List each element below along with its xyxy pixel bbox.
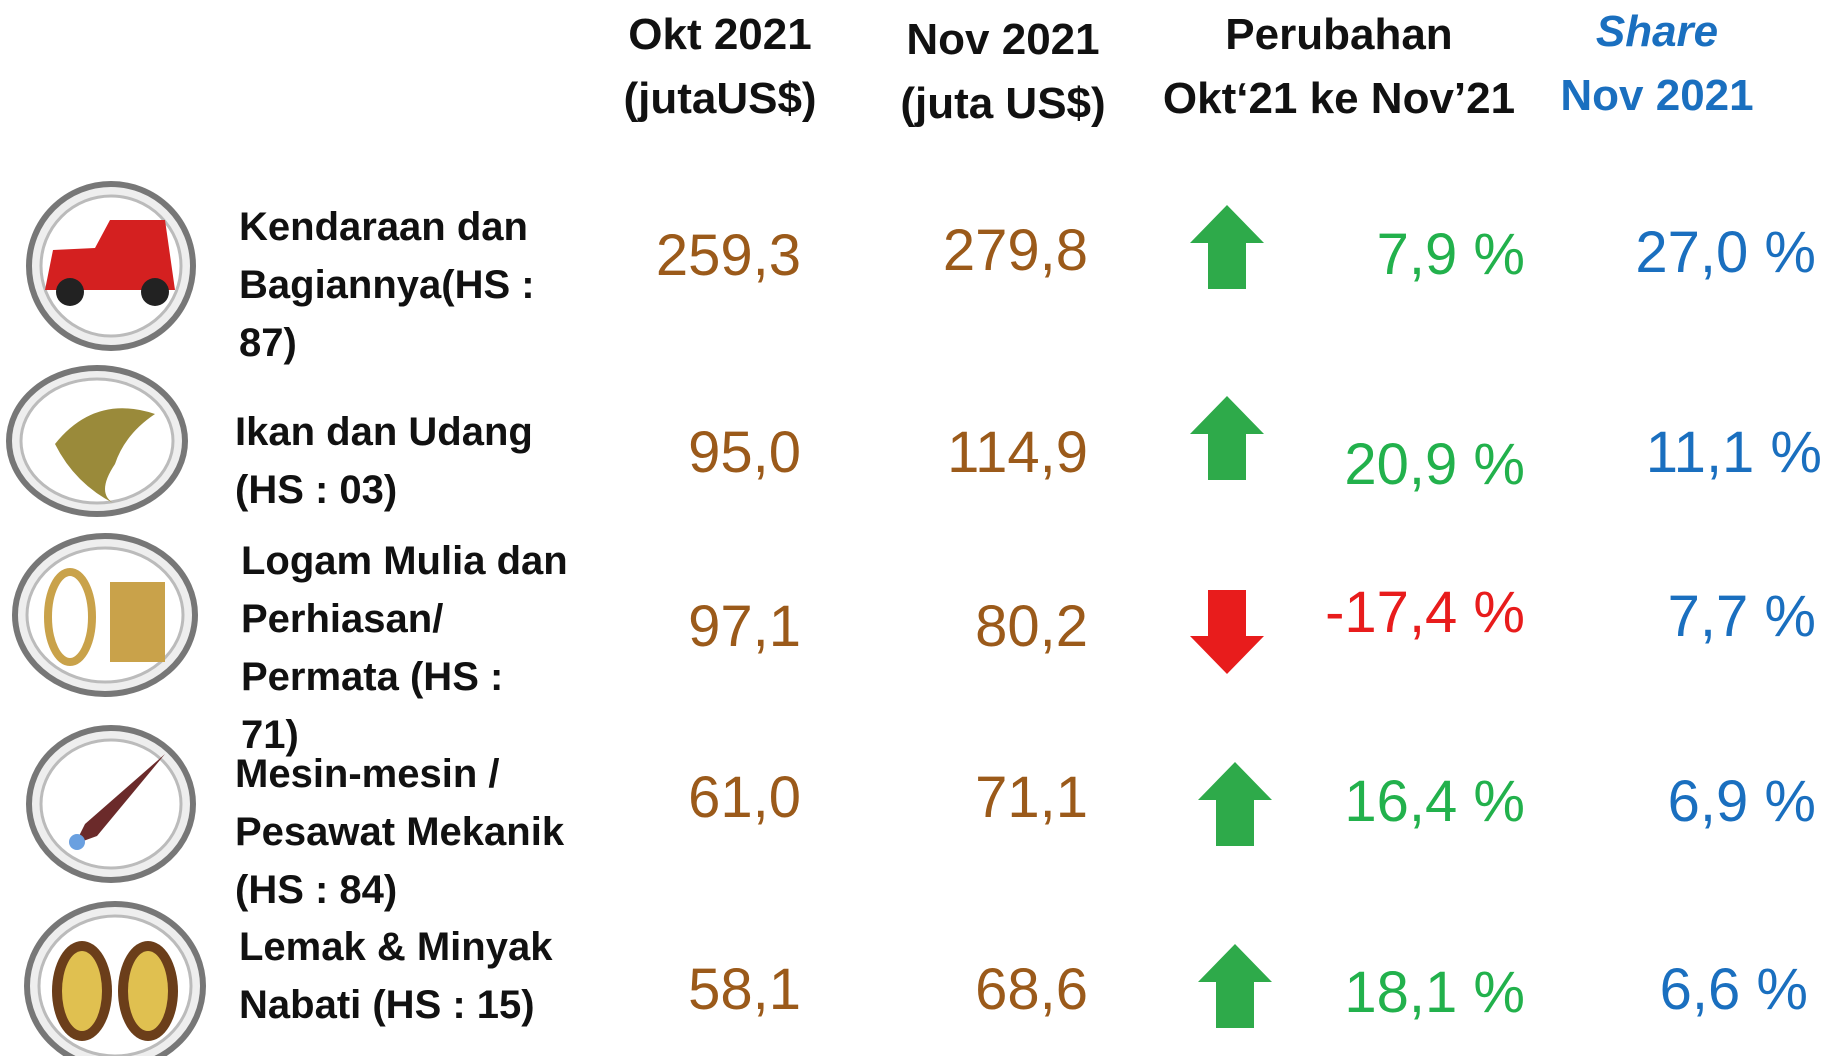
row-label: Mesin-mesin / Pesawat Mekanik (HS : 84) — [235, 752, 565, 912]
header-cell: Nov 2021 (juta US$) — [853, 8, 1153, 136]
car-icon — [26, 181, 196, 351]
share-value: 6,6 % — [1659, 957, 1808, 1022]
nov-value: 279,8 — [942, 218, 1088, 283]
header-line: Nov 2021 — [906, 15, 1100, 64]
coconut-icon — [24, 901, 206, 1056]
change-value: -17,4 % — [1325, 580, 1525, 645]
okt-value: 259,3 — [655, 223, 801, 288]
header-line: Nov 2021 — [1560, 71, 1754, 120]
rocket-icon — [26, 725, 196, 883]
row-label: Ikan dan Udang (HS : 03) — [235, 410, 533, 512]
change-value: 18,1 % — [1344, 960, 1525, 1025]
header-line: Okt 2021 — [628, 10, 812, 59]
header-line: Share — [1595, 7, 1719, 56]
share-value: 6,9 % — [1667, 769, 1816, 834]
header-line: Perubahan — [1225, 10, 1453, 59]
row-label: Kendaraan dan Bagiannya(HS : 87) — [239, 205, 535, 365]
okt-value: 95,0 — [688, 420, 801, 485]
share-value: 7,7 % — [1667, 584, 1816, 649]
nov-value: 71,1 — [975, 765, 1088, 830]
header-cell: Okt 2021 (jutaUS$) — [570, 3, 870, 131]
change-value: 16,4 % — [1344, 769, 1525, 834]
okt-value: 61,0 — [688, 765, 801, 830]
jewelry-icon — [12, 533, 198, 697]
up-arrow — [1190, 205, 1264, 289]
header-cell: Perubahan Okt‘21 ke Nov’21 — [1154, 3, 1524, 131]
nov-value: 80,2 — [975, 594, 1088, 659]
row-label: Logam Mulia dan Perhiasan/ Permata (HS :… — [241, 539, 568, 757]
share-value: 27,0 % — [1635, 220, 1816, 285]
header-line: Okt‘21 ke Nov’21 — [1162, 74, 1516, 123]
okt-value: 97,1 — [688, 594, 801, 659]
header-cell: Share Nov 2021 — [1507, 0, 1807, 128]
up-arrow — [1198, 944, 1272, 1028]
header-line: (jutaUS$) — [623, 74, 817, 123]
change-value: 20,9 % — [1344, 432, 1525, 497]
header-line: (juta US$) — [900, 79, 1106, 128]
nov-value: 114,9 — [947, 420, 1088, 485]
okt-value: 58,1 — [688, 957, 801, 1022]
nov-value: 68,6 — [975, 957, 1088, 1022]
up-arrow — [1190, 396, 1264, 480]
change-value: 7,9 % — [1376, 222, 1525, 287]
fish-icon — [6, 365, 188, 517]
row-label: Lemak & Minyak Nabati (HS : 15) — [239, 925, 553, 1027]
down-arrow — [1190, 590, 1264, 674]
share-value: 11,1 % — [1645, 420, 1822, 485]
up-arrow — [1198, 762, 1272, 846]
